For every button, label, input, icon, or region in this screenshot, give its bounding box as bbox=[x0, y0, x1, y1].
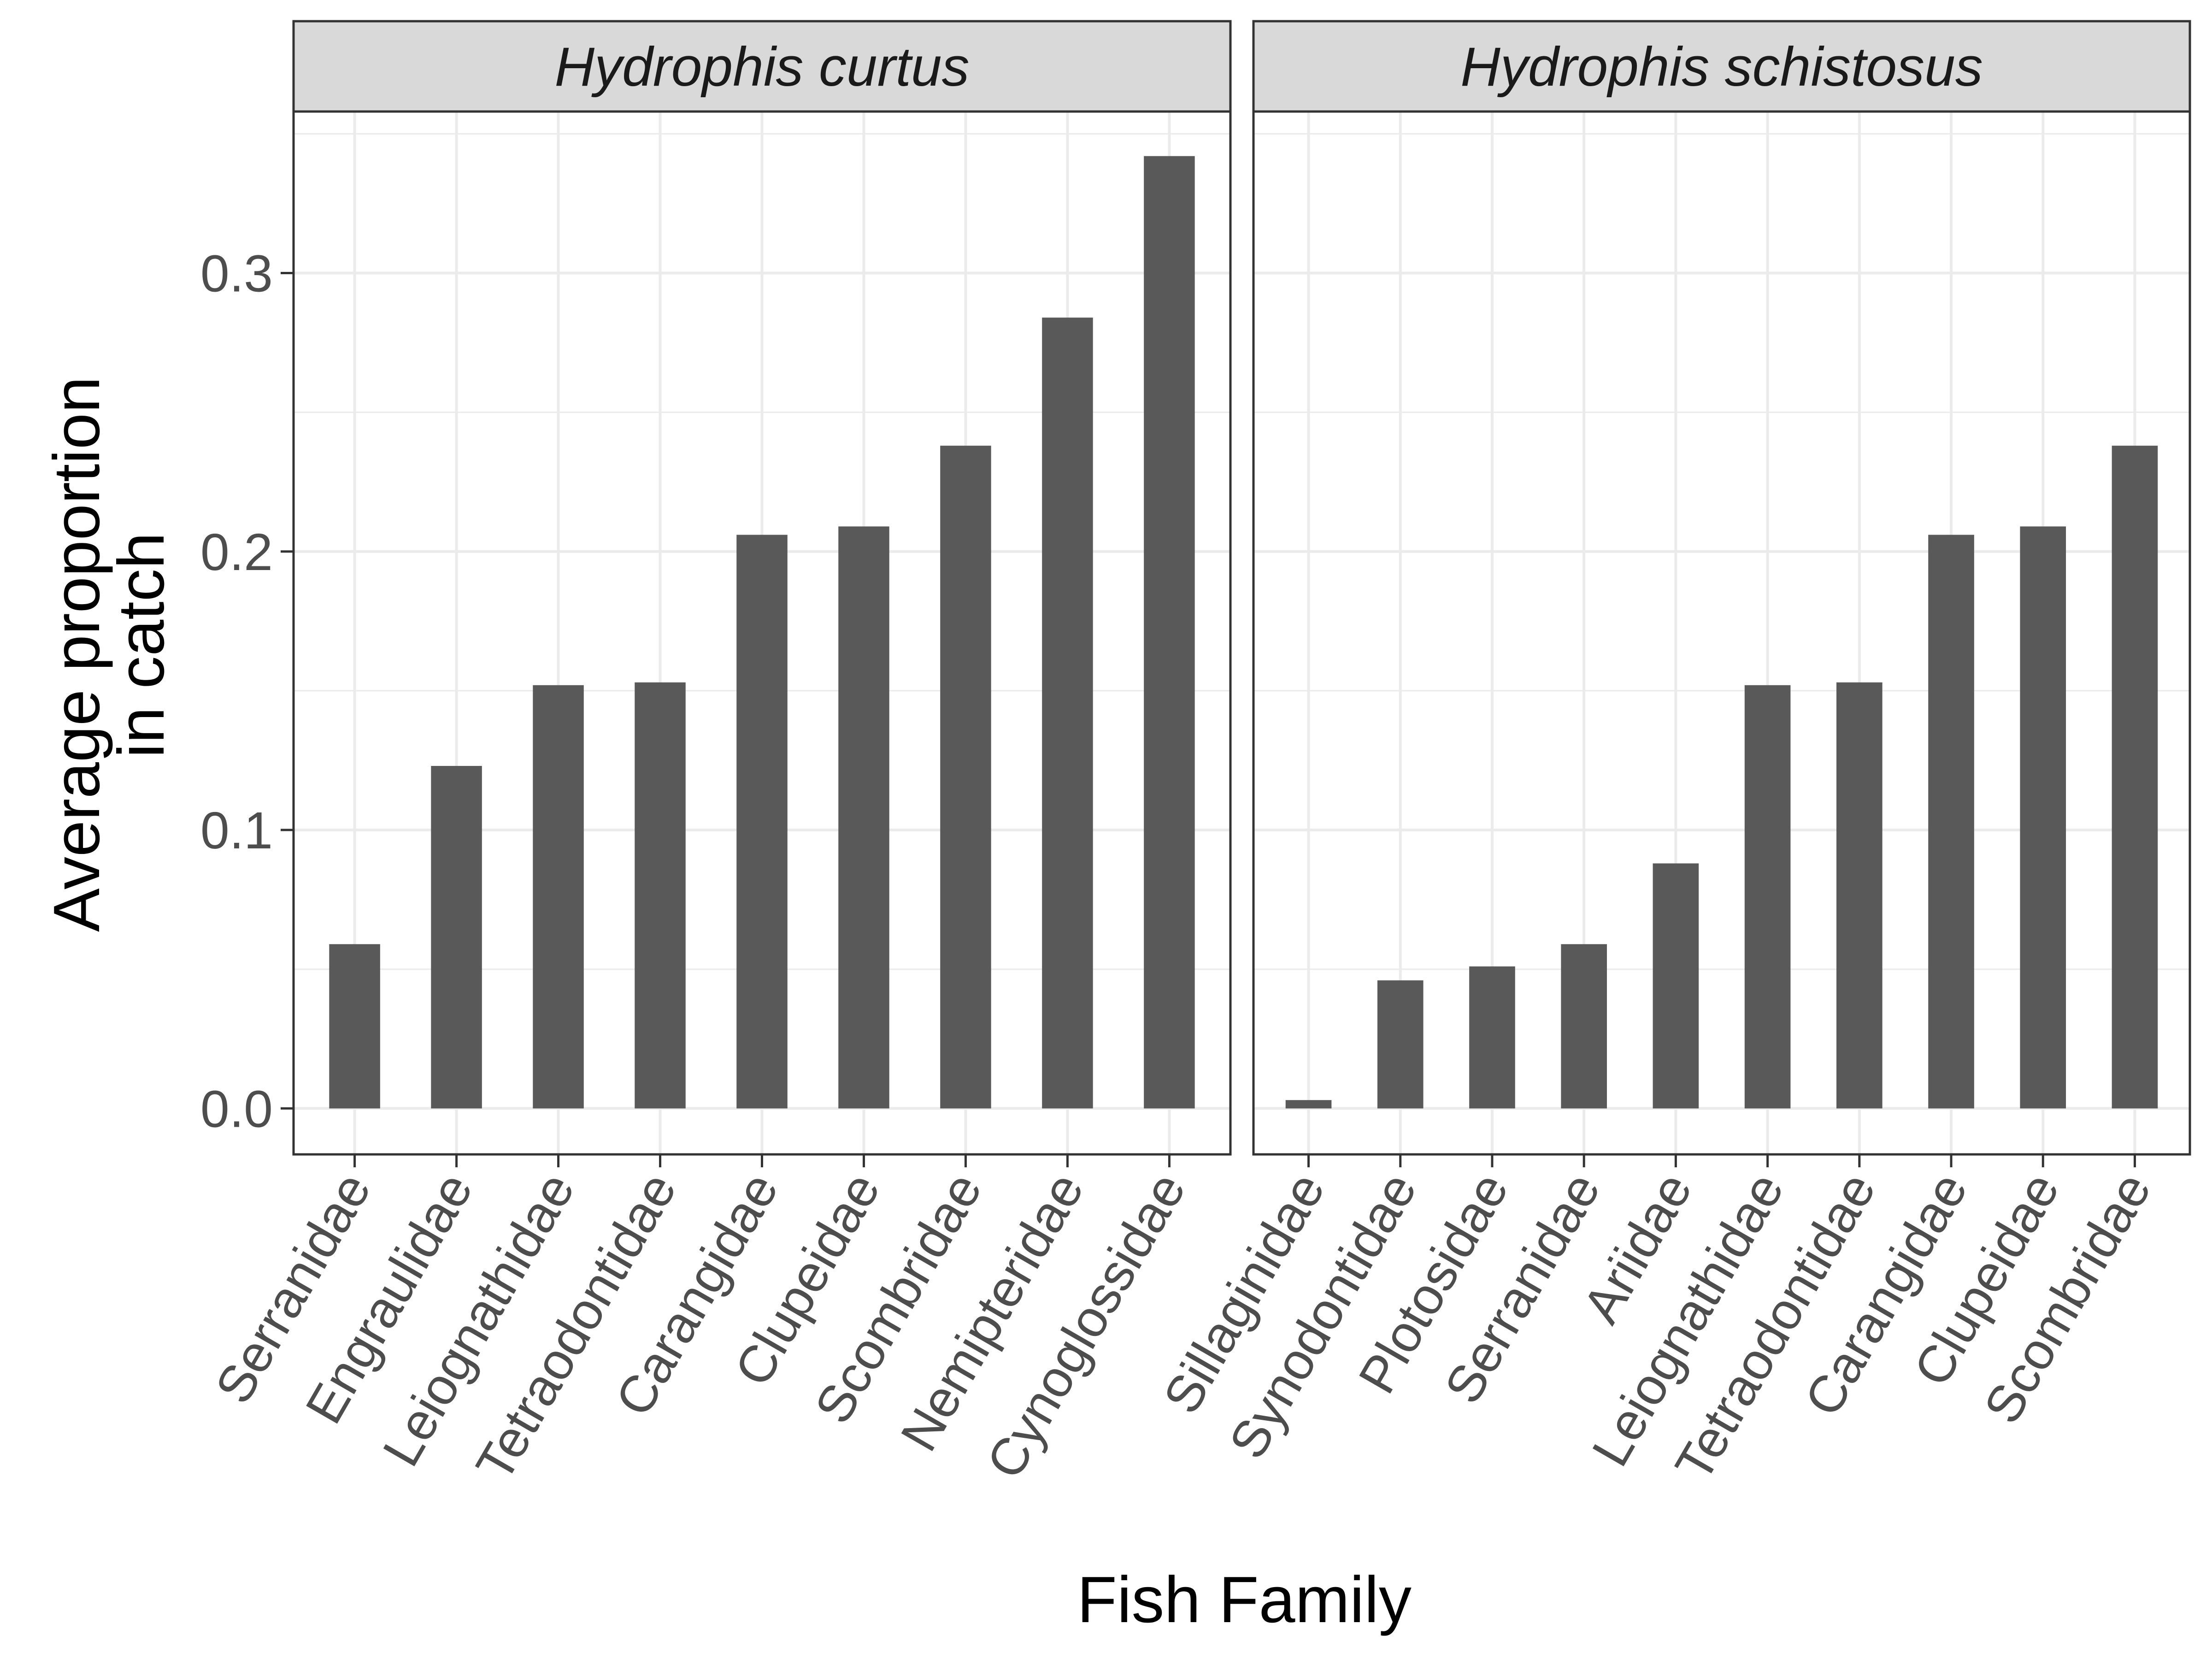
y-tick-label: 0.1 bbox=[200, 801, 273, 859]
facet-strip-label: Hydrophis curtus bbox=[554, 36, 969, 98]
bar-scombridae bbox=[940, 446, 991, 1109]
bar-cynoglossidae bbox=[1144, 156, 1195, 1109]
bar-nemipteridae bbox=[1042, 318, 1093, 1109]
bar-leiognathidae bbox=[1744, 685, 1791, 1109]
y-axis: 0.0 0.1 0.2 0.3 bbox=[200, 244, 294, 1138]
bar-engraulidae bbox=[431, 766, 482, 1109]
y-axis-title-line-2: in catch bbox=[105, 532, 178, 758]
bar-plotosidae bbox=[1469, 966, 1515, 1109]
bar-scombridae bbox=[2112, 446, 2158, 1109]
panels-layer: Hydrophis curtusSerranidaeEngraulidaeLei… bbox=[204, 20, 2191, 1490]
bar-ariidae bbox=[1653, 863, 1699, 1109]
bar-clupeidae bbox=[838, 526, 889, 1109]
bar-clupeidae bbox=[2020, 526, 2066, 1109]
bar-tetraodontidae bbox=[1836, 682, 1883, 1109]
bar-serranidae bbox=[1561, 944, 1607, 1109]
x-axis-title: Fish Family bbox=[1077, 1563, 1412, 1636]
facet-strip bbox=[292, 20, 1232, 113]
y-tick-label: 0.3 bbox=[200, 244, 273, 302]
panel-2: Hydrophis schistosusSillaginidaeSynodont… bbox=[1152, 20, 2191, 1490]
bar-carangidae bbox=[1928, 535, 1974, 1109]
facet-strip bbox=[1252, 20, 2191, 113]
bar-leiognathidae bbox=[533, 685, 584, 1109]
bar-sillaginidae bbox=[1285, 1100, 1332, 1109]
bar-tetraodontidae bbox=[635, 682, 686, 1109]
y-axis-title: Average proportion in catch bbox=[40, 359, 178, 932]
bar-serranidae bbox=[329, 944, 380, 1109]
y-axis-title-line-1: Average proportion bbox=[40, 377, 113, 932]
facet-strip-label: Hydrophis schistosus bbox=[1460, 36, 1983, 98]
y-tick-label: 0.2 bbox=[200, 523, 273, 581]
panel-1: Hydrophis curtusSerranidaeEngraulidaeLei… bbox=[204, 20, 1232, 1490]
bar-synodontidae bbox=[1377, 980, 1424, 1109]
bar-carangidae bbox=[736, 535, 788, 1109]
y-tick-label: 0.0 bbox=[200, 1080, 273, 1138]
